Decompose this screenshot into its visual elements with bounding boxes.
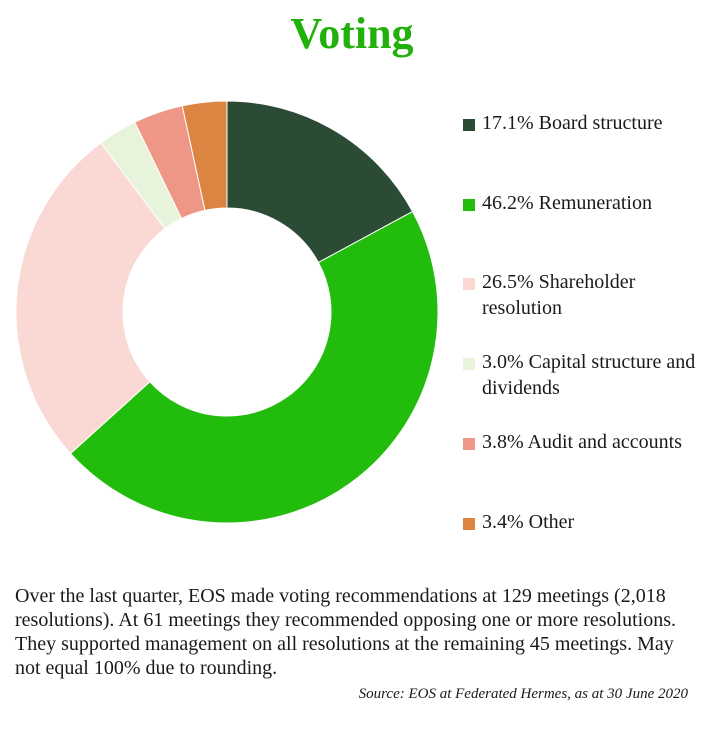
legend-item-board-structure: 17.1% Board structure xyxy=(463,110,699,136)
description-text: Over the last quarter, EOS made voting r… xyxy=(15,585,676,679)
legend-label: 3.8% Audit and accounts xyxy=(482,431,682,453)
donut-slice-remuneration xyxy=(69,210,439,524)
legend-swatch xyxy=(463,438,475,450)
legend-swatch xyxy=(463,119,475,131)
legend-item-capital-structure: 3.0% Capital structure and dividends xyxy=(463,349,699,401)
legend-label: 46.2% Remuneration xyxy=(482,192,652,214)
source-note: Source: EOS at Federated Hermes, as at 3… xyxy=(358,686,688,702)
donut-slice-other xyxy=(181,100,228,211)
legend-label: 3.0% Capital structure and dividends xyxy=(482,351,696,399)
legend-swatch xyxy=(463,278,475,290)
legend-label: 17.1% Board structure xyxy=(482,112,663,134)
legend-item-audit-accounts: 3.8% Audit and accounts xyxy=(463,429,699,455)
legend-swatch xyxy=(463,358,475,370)
donut-slice-board-structure xyxy=(226,100,414,264)
legend-item-shareholder-resolution: 26.5% Shareholder resolution xyxy=(463,269,699,321)
legend-swatch xyxy=(463,199,475,211)
legend-item-other: 3.4% Other xyxy=(463,509,699,535)
donut-chart xyxy=(15,100,439,524)
legend-label: 26.5% Shareholder resolution xyxy=(482,271,636,319)
legend-swatch xyxy=(463,518,475,530)
donut-slice-shareholder-resolution xyxy=(15,142,166,455)
chart-title: Voting xyxy=(290,9,414,58)
legend-label: 3.4% Other xyxy=(482,511,575,533)
legend-item-remuneration: 46.2% Remuneration xyxy=(463,190,699,216)
